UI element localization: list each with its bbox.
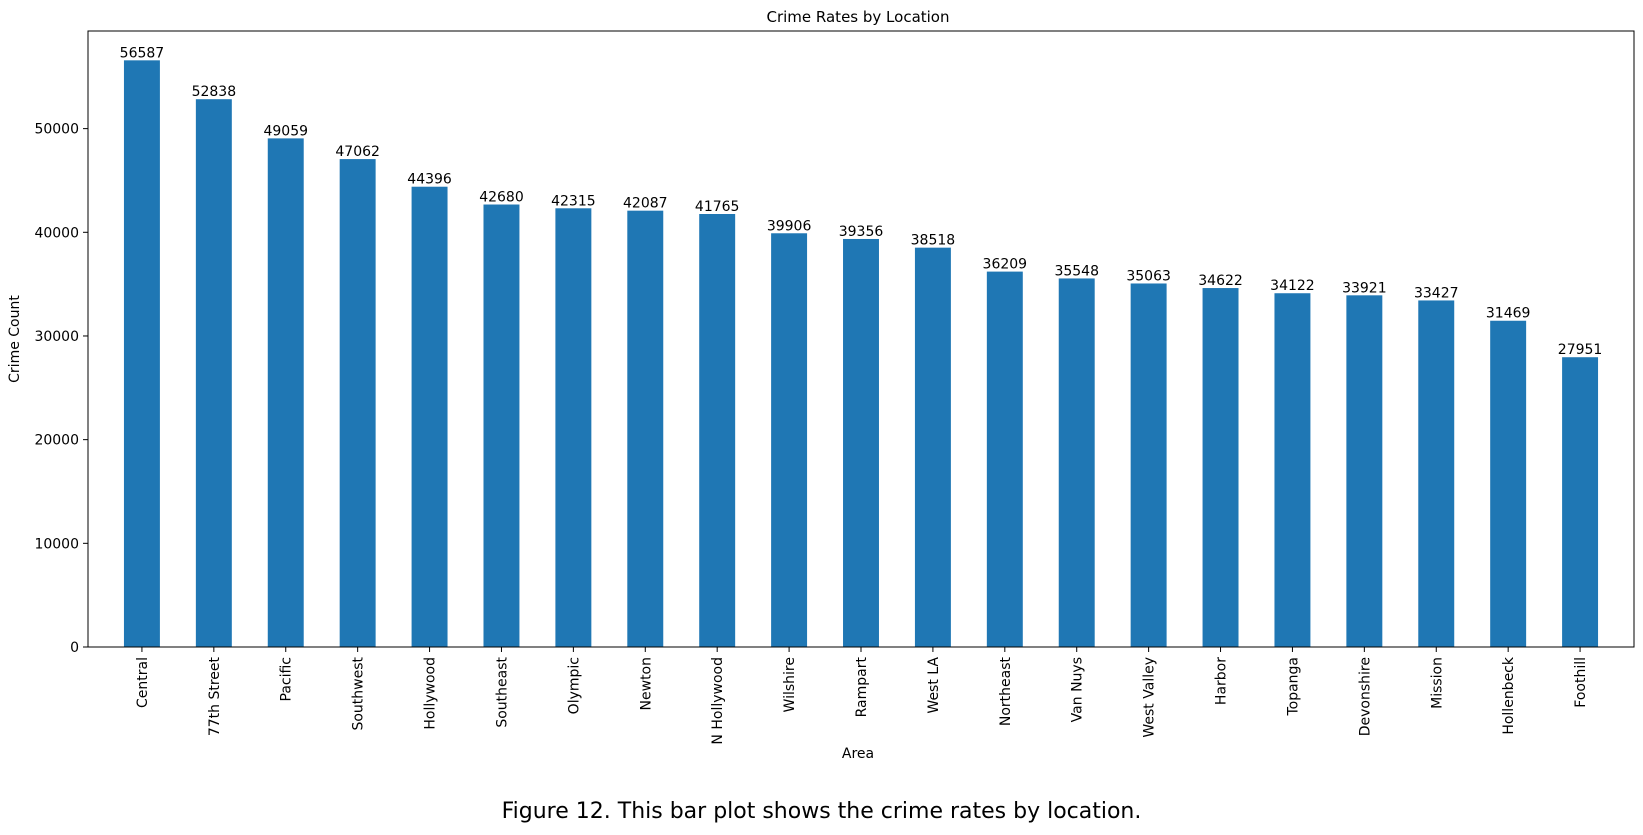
x-tick-label: Newton [638,657,654,710]
bar-west-valley [1130,283,1167,647]
bar-value-label: 49059 [263,123,308,139]
bar-west-la [914,247,951,648]
y-tick-label: 30000 [34,329,79,345]
x-tick-label: Topanga [1285,657,1301,717]
bar-hollywood [411,186,448,648]
bar-foothill [1562,357,1599,647]
plot-frame [87,30,1635,648]
bar-value-label: 39356 [839,224,884,240]
bar-value-label: 34122 [1270,278,1315,294]
bar-value-label: 47062 [335,144,380,160]
bar-value-label: 34622 [1198,273,1243,289]
bar-southeast [483,204,520,647]
x-tick-label: Hollywood [423,657,439,730]
x-tick-label: Northeast [998,656,1014,726]
bar-devonshire [1346,295,1383,647]
bar-topanga [1274,293,1311,647]
bar-value-labels: 56587 52838 49059 47062 44396 42680 42315 42087… [120,45,1603,358]
bar-mission [1418,300,1455,647]
bar-northeast [986,271,1023,647]
figure-caption: Figure 12. This bar plot shows the crime… [501,799,1142,824]
chart-title: Crime Rates by Location [766,8,949,26]
bar-harbor [1202,288,1239,647]
x-tick-label: Pacific [279,657,295,702]
x-tick-label: Devonshire [1357,657,1373,736]
y-axis: 0 10000 20000 30000 40000 50000 [34,122,88,656]
x-tick-label: Wilshire [782,657,798,712]
bar-van-nuys [1058,278,1095,647]
bar-77th-street [195,99,232,647]
y-tick-label: 0 [70,640,79,656]
bar-value-label: 52838 [192,84,237,100]
x-axis-label: Area [842,746,874,762]
bar-newton [627,210,664,647]
bar-value-label: 27951 [1558,342,1603,358]
x-tick-label: Van Nuys [1070,657,1086,722]
x-tick-label: Hollenbeck [1501,656,1517,735]
bar-value-label: 39906 [767,218,812,234]
bar-value-label: 42087 [623,196,668,212]
x-tick-label: Central [135,657,151,708]
bar-olympic [555,208,592,647]
x-tick-label: Southeast [494,656,510,727]
bar-value-label: 36209 [983,257,1028,273]
y-tick-label: 20000 [34,433,79,449]
x-tick-label: 77th Street [207,656,223,736]
x-tick-label: West Valley [1142,657,1158,738]
bar-value-label: 33427 [1414,285,1459,301]
x-tick-label: Olympic [566,657,582,714]
bar-chart: Crime Rates by Location 0 10000 20000 30000… [7,8,1635,762]
bar-value-label: 35548 [1054,263,1099,279]
y-tick-label: 50000 [34,122,79,138]
bar-value-label: 33921 [1342,280,1387,296]
bar-value-label: 31469 [1486,306,1531,322]
bar-value-label: 41765 [695,199,740,215]
x-tick-label: Harbor [1214,657,1230,705]
y-tick-label: 10000 [34,536,79,552]
x-tick-label: West LA [926,657,942,714]
bar-southwest [339,159,376,647]
bar-n-hollywood [699,213,736,647]
bar-value-label: 35063 [1126,268,1171,284]
x-tick-label: Southwest [351,657,367,731]
bar-value-label: 42315 [551,193,596,209]
x-tick-label: Rampart [854,657,870,718]
bar-wilshire [771,233,808,648]
bar-value-label: 42680 [479,190,524,206]
bar-pacific [267,138,304,647]
bar-central [123,60,160,647]
x-tick-label: Mission [1429,657,1445,709]
y-tick-label: 40000 [34,225,79,241]
bars [123,60,1599,648]
bar-value-label: 44396 [407,172,452,188]
y-axis-label: Crime Count [7,295,23,383]
bar-hollenbeck [1490,320,1527,647]
x-tick-label: N Hollywood [710,657,726,745]
x-tick-label: Foothill [1573,657,1589,708]
bar-value-label: 38518 [911,233,956,249]
bar-value-label: 56587 [120,45,165,61]
x-axis: Central 77th Street Pacific Southwest Hollyw… [135,647,1589,745]
bar-rampart [843,238,879,647]
